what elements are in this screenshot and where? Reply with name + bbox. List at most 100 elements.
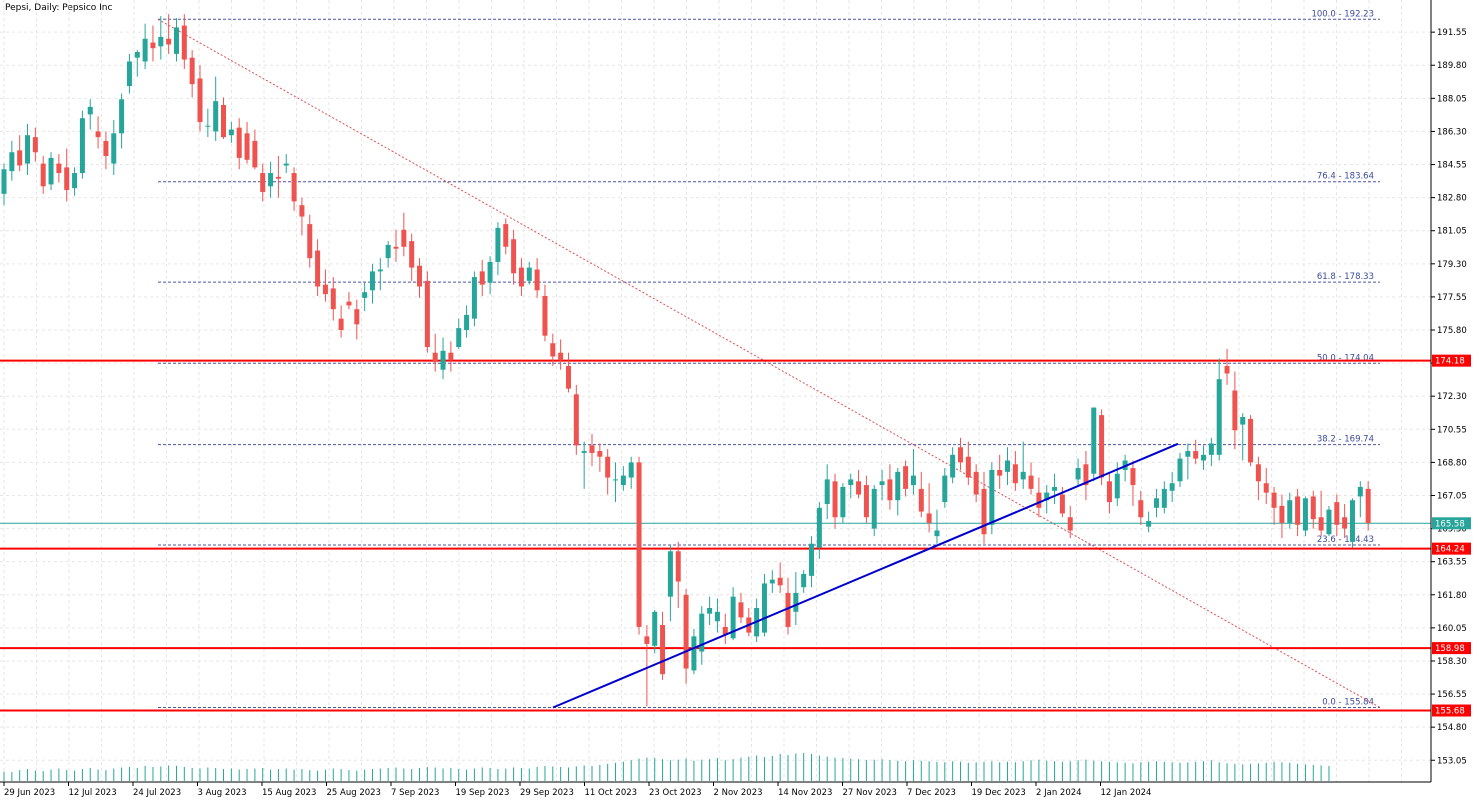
candle-bear — [479, 271, 485, 285]
candle-bear — [589, 445, 595, 453]
candle-bear — [926, 513, 932, 523]
candle-bull — [1, 169, 7, 194]
candle-bear — [738, 602, 744, 618]
candle-bear — [1130, 468, 1136, 486]
candle-bull — [369, 271, 375, 291]
candle-bull — [879, 481, 885, 486]
date-tick-label: 2 Jan 2024 — [1036, 788, 1082, 798]
candle-bear — [511, 239, 517, 274]
candle-bull — [1287, 500, 1293, 523]
candle-bull — [487, 261, 493, 283]
candle-bull — [283, 163, 289, 166]
candle-bear — [660, 625, 666, 675]
candle-bear — [307, 224, 313, 259]
candle-bear — [542, 295, 548, 336]
level-price-badge — [1432, 642, 1471, 655]
price-tick-label: 177.55 — [1437, 293, 1467, 303]
price-tick-label: 172.30 — [1437, 392, 1467, 402]
candle-bear — [221, 104, 227, 138]
candle-bull — [801, 573, 807, 588]
date-tick-label: 24 Jul 2023 — [133, 788, 181, 798]
candle-bear — [1193, 451, 1199, 459]
candle-bear — [260, 173, 266, 192]
candle-bear — [722, 626, 728, 635]
candle-bull — [910, 475, 916, 486]
candle-bear — [1083, 464, 1089, 486]
candle-bear — [393, 246, 399, 249]
price-tick-label: 179.30 — [1437, 260, 1467, 270]
candle-bull — [1326, 509, 1332, 535]
candle-bear — [1138, 500, 1144, 518]
candle-bull — [142, 38, 148, 62]
candle-bull — [1177, 458, 1183, 482]
fib-level-label: 23.6 - 164.43 — [1317, 535, 1374, 545]
candle-bear — [1028, 475, 1034, 489]
candle-bull — [440, 350, 446, 370]
date-tick-label: 29 Jun 2023 — [4, 788, 55, 798]
candle-bear — [236, 127, 242, 158]
date-tick-label: 2 Nov 2023 — [714, 788, 763, 798]
fib-level-label: 38.2 - 169.74 — [1317, 435, 1374, 445]
candle-bear — [432, 352, 438, 363]
candle-bear — [409, 241, 415, 268]
candle-bull — [158, 36, 164, 47]
price-tick-label: 168.80 — [1437, 458, 1467, 468]
candle-bear — [1232, 390, 1238, 431]
date-tick-label: 23 Oct 2023 — [649, 788, 702, 798]
candle-bull — [793, 592, 799, 612]
date-tick-label: 25 Aug 2023 — [327, 788, 381, 798]
candle-bull — [72, 173, 78, 189]
candle-bear — [17, 150, 23, 166]
candle-bear — [1099, 415, 1105, 478]
level-price-badge-label: 155.68 — [1435, 707, 1465, 717]
candle-bear — [777, 577, 783, 586]
price-tick-label: 184.55 — [1437, 161, 1467, 171]
candle-bear — [291, 173, 297, 202]
date-tick-label: 7 Dec 2023 — [907, 788, 956, 798]
date-tick-label: 11 Oct 2023 — [585, 788, 638, 798]
candle-bear — [32, 137, 38, 153]
candle-bear — [244, 133, 250, 160]
candle-bull — [1169, 483, 1175, 491]
candle-bear — [605, 456, 611, 478]
candle-bear — [181, 25, 187, 60]
candle-bull — [173, 27, 179, 54]
candle-bear — [636, 462, 642, 627]
level-price-badge-label: 158.98 — [1435, 644, 1465, 654]
date-tick-label: 12 Jan 2024 — [1101, 788, 1152, 798]
level-price-badge-label: 174.18 — [1435, 357, 1465, 367]
candle-bull — [1146, 521, 1152, 527]
candle-bull — [848, 479, 854, 486]
candle-bull — [456, 328, 462, 348]
candle-bull — [1075, 468, 1081, 480]
candle-bear — [1036, 492, 1042, 508]
price-tick-label: 189.80 — [1437, 61, 1467, 71]
candle-bull — [730, 596, 736, 639]
candle-bear — [973, 471, 979, 495]
candle-bull — [377, 269, 383, 272]
candle-bull — [25, 135, 31, 164]
candle-bull — [699, 613, 705, 652]
price-tick-label: 165.30 — [1437, 525, 1467, 535]
candle-bear — [597, 451, 603, 457]
candle-bear — [1059, 494, 1065, 514]
candle-bear — [275, 176, 281, 179]
current-price-badge — [1432, 517, 1471, 530]
candle-bull — [871, 488, 877, 529]
candle-bull — [1240, 417, 1246, 425]
candle-bull — [134, 52, 140, 58]
candle-bull — [942, 475, 948, 503]
date-tick-label: 19 Sep 2023 — [456, 788, 510, 798]
candle-bear — [189, 57, 195, 85]
candle-bear — [887, 479, 893, 501]
candle-bull — [79, 118, 85, 174]
date-tick-label: 7 Sep 2023 — [391, 788, 439, 798]
candle-bull — [1185, 451, 1191, 457]
candle-bull — [495, 227, 501, 262]
candle-bull — [1208, 443, 1214, 455]
candle-bear — [417, 265, 423, 287]
date-tick-label: 3 Aug 2023 — [198, 788, 247, 798]
fib-level-label: 76.4 - 183.64 — [1317, 172, 1374, 182]
candle-bull — [1349, 500, 1355, 542]
